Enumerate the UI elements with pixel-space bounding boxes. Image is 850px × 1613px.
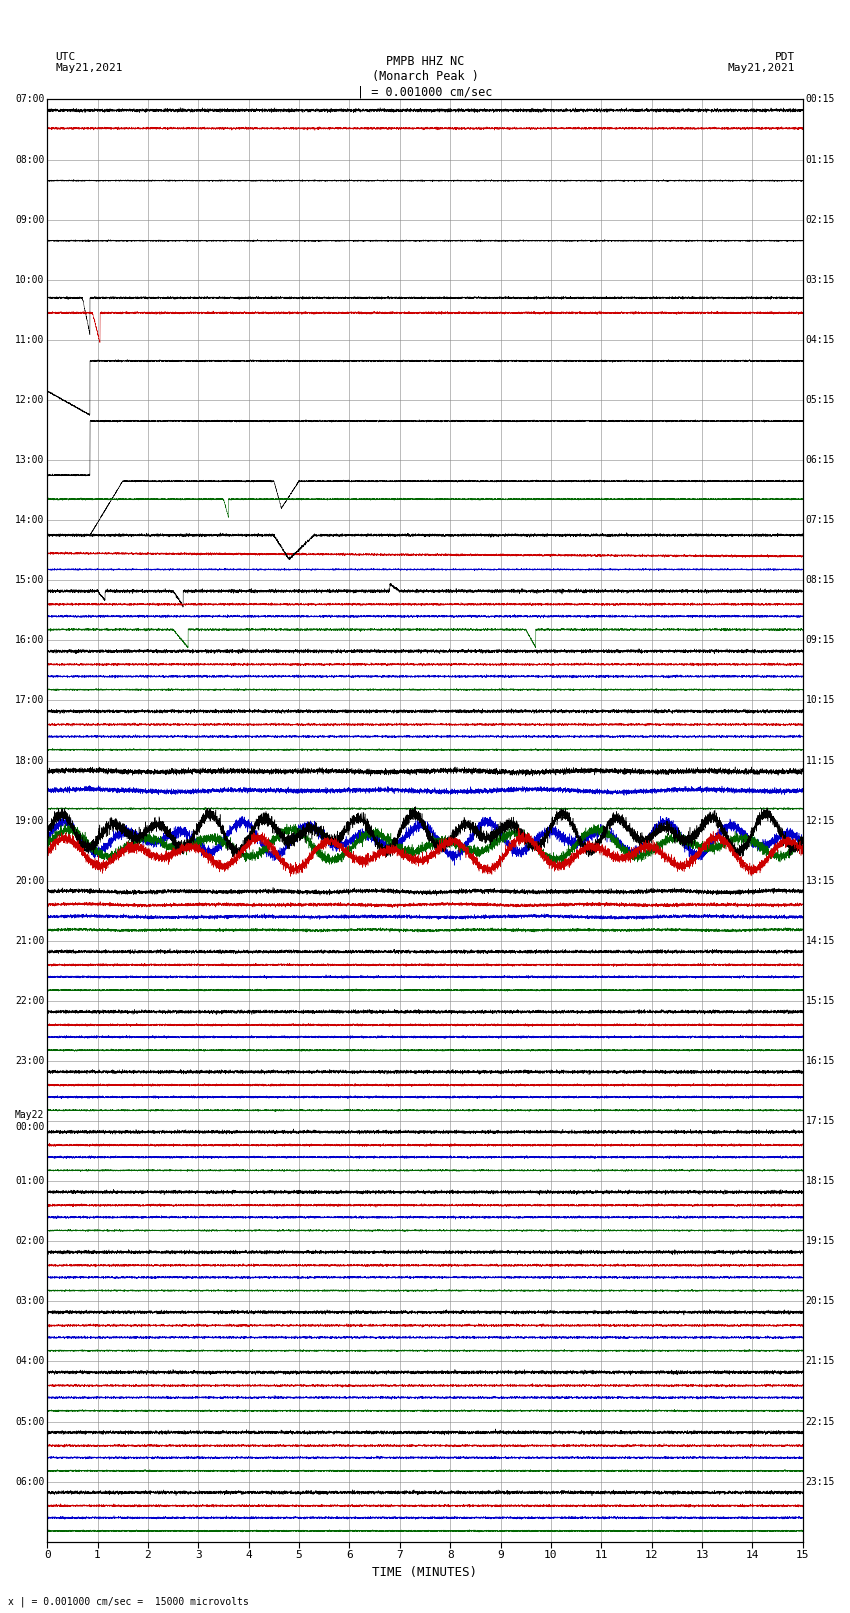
- Title: PMPB HHZ NC
(Monarch Peak )
| = 0.001000 cm/sec: PMPB HHZ NC (Monarch Peak ) | = 0.001000…: [357, 55, 493, 98]
- Text: UTC
May21,2021: UTC May21,2021: [55, 52, 122, 73]
- Text: x | = 0.001000 cm/sec =  15000 microvolts: x | = 0.001000 cm/sec = 15000 microvolts: [8, 1595, 249, 1607]
- X-axis label: TIME (MINUTES): TIME (MINUTES): [372, 1566, 478, 1579]
- Text: PDT
May21,2021: PDT May21,2021: [728, 52, 795, 73]
